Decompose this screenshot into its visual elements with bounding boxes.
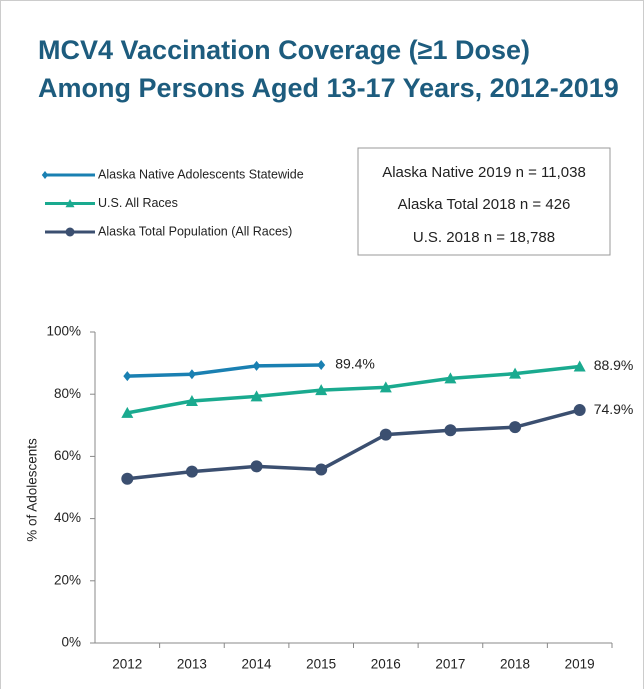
marker: [250, 460, 263, 473]
marker: [573, 404, 586, 417]
series-line: [127, 408, 581, 481]
marker: [315, 463, 328, 476]
y-tick-label: 40%: [54, 510, 81, 525]
marker: [317, 359, 326, 370]
marker: [185, 465, 198, 478]
y-tick-label: 20%: [54, 572, 81, 587]
x-tick-label: 2012: [112, 657, 142, 672]
marker: [250, 390, 263, 402]
x-tick-label: 2019: [565, 657, 595, 672]
value-label: 74.9%: [594, 401, 634, 417]
marker: [444, 424, 457, 437]
y-tick-label: 80%: [54, 386, 81, 401]
marker: [121, 472, 134, 485]
legend-label: Alaska Total Population (All Races): [98, 224, 292, 238]
marker: [509, 421, 522, 434]
legend-label: U.S. All Races: [98, 196, 178, 210]
chart-title: Among Persons Aged 13-17 Years, 2012-201…: [38, 73, 619, 103]
info-text: Alaska Native 2019 n = 11,038: [382, 164, 586, 181]
marker: [65, 227, 75, 237]
marker: [185, 395, 198, 407]
y-tick-label: 0%: [61, 635, 81, 650]
marker: [379, 428, 392, 441]
y-axis-label: % of Adolescents: [25, 438, 40, 542]
marker: [573, 360, 586, 372]
info-text: U.S. 2018 n = 18,788: [413, 229, 555, 246]
series-line: [126, 364, 580, 415]
marker: [315, 384, 328, 396]
y-tick-label: 60%: [54, 448, 81, 463]
x-tick-label: 2018: [500, 657, 530, 672]
info-box: [357, 147, 611, 256]
x-tick-label: 2016: [371, 657, 401, 672]
marker: [444, 372, 457, 384]
marker: [187, 369, 196, 380]
marker: [252, 360, 261, 371]
x-tick-label: 2014: [242, 657, 273, 672]
marker: [379, 381, 392, 393]
marker: [41, 171, 49, 179]
chart-title: MCV4 Vaccination Coverage (≥1 Dose): [38, 35, 530, 65]
value-label: 88.9%: [594, 357, 634, 373]
y-tick-label: 100%: [46, 324, 81, 339]
series-line: [127, 363, 322, 378]
x-tick-label: 2017: [435, 657, 465, 672]
x-tick-label: 2015: [306, 657, 336, 672]
x-tick-label: 2013: [177, 657, 207, 672]
marker: [123, 371, 132, 382]
info-text: Alaska Total 2018 n = 426: [398, 196, 571, 213]
marker: [509, 367, 522, 379]
legend-label: Alaska Native Adolescents Statewide: [98, 167, 304, 181]
marker: [65, 199, 75, 208]
value-label: 89.4%: [335, 356, 375, 372]
marker: [121, 406, 134, 418]
